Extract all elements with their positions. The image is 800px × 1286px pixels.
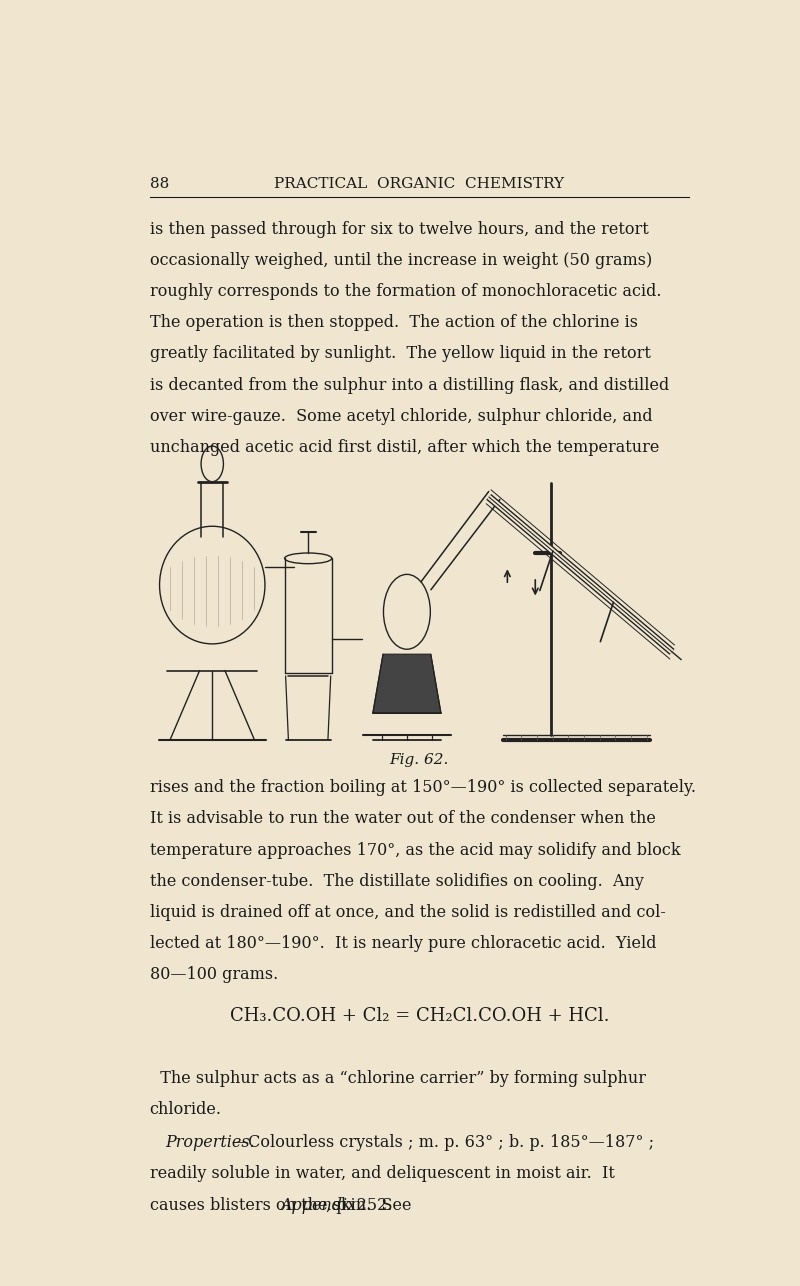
Text: roughly corresponds to the formation of monochloracetic acid.: roughly corresponds to the formation of … <box>150 283 661 300</box>
Text: unchanged acetic acid first distil, after which the temperature: unchanged acetic acid first distil, afte… <box>150 439 659 457</box>
Text: readily soluble in water, and deliquescent in moist air.  It: readily soluble in water, and deliquesce… <box>150 1165 614 1182</box>
Text: 80—100 grams.: 80—100 grams. <box>150 966 278 984</box>
Text: The sulphur acts as a “chlorine carrier” by forming sulphur: The sulphur acts as a “chlorine carrier”… <box>150 1070 646 1087</box>
Text: causes blisters on the skin.  See: causes blisters on the skin. See <box>150 1196 416 1214</box>
Text: is then passed through for six to twelve hours, and the retort: is then passed through for six to twelve… <box>150 221 648 238</box>
Text: is decanted from the sulphur into a distilling flask, and distilled: is decanted from the sulphur into a dist… <box>150 377 669 394</box>
Text: 88: 88 <box>150 177 169 192</box>
Text: It is advisable to run the water out of the condenser when the: It is advisable to run the water out of … <box>150 810 655 827</box>
Text: rises and the fraction boiling at 150°—190° is collected separately.: rises and the fraction boiling at 150°—1… <box>150 779 696 796</box>
Text: liquid is drained off at once, and the solid is redistilled and col-: liquid is drained off at once, and the s… <box>150 904 666 921</box>
Text: CH₃.CO.OH + Cl₂ = CH₂Cl.CO.OH + HCl.: CH₃.CO.OH + Cl₂ = CH₂Cl.CO.OH + HCl. <box>230 1007 609 1025</box>
Text: The operation is then stopped.  The action of the chlorine is: The operation is then stopped. The actio… <box>150 314 638 332</box>
Text: greatly facilitated by sunlight.  The yellow liquid in the retort: greatly facilitated by sunlight. The yel… <box>150 346 650 363</box>
Text: Fig. 62.: Fig. 62. <box>390 754 449 768</box>
Text: over wire-gauze.  Some acetyl chloride, sulphur chloride, and: over wire-gauze. Some acetyl chloride, s… <box>150 408 652 424</box>
Text: chloride.: chloride. <box>150 1101 222 1118</box>
Text: the condenser-tube.  The distillate solidifies on cooling.  Any: the condenser-tube. The distillate solid… <box>150 873 643 890</box>
Text: lected at 180°—190°.  It is nearly pure chloracetic acid.  Yield: lected at 180°—190°. It is nearly pure c… <box>150 935 656 952</box>
Text: occasionally weighed, until the increase in weight (50 grams): occasionally weighed, until the increase… <box>150 252 652 269</box>
Text: PRACTICAL  ORGANIC  CHEMISTRY: PRACTICAL ORGANIC CHEMISTRY <box>274 177 564 192</box>
Polygon shape <box>373 655 441 714</box>
Text: Properties.: Properties. <box>165 1134 255 1151</box>
Text: , p. 252.: , p. 252. <box>326 1196 392 1214</box>
Text: temperature approaches 170°, as the acid may solidify and block: temperature approaches 170°, as the acid… <box>150 841 680 859</box>
Text: Appendix: Appendix <box>280 1196 357 1214</box>
Text: —Colourless crystals ; m. p. 63° ; b. p. 185°—187° ;: —Colourless crystals ; m. p. 63° ; b. p.… <box>232 1134 654 1151</box>
